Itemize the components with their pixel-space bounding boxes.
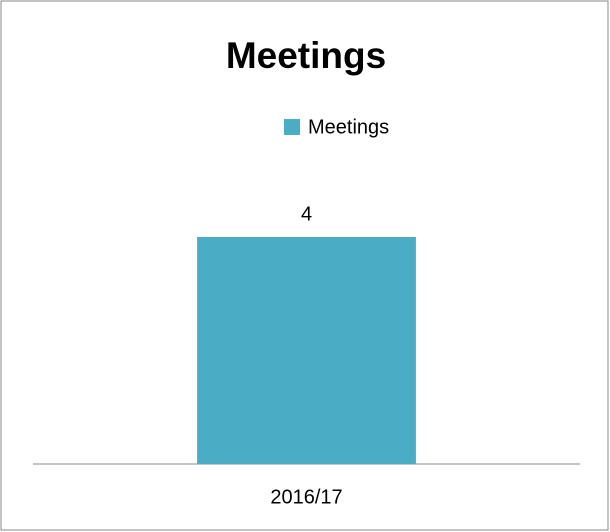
- chart-title: Meetings: [226, 35, 386, 76]
- x-tick-label: 2016/17: [270, 486, 342, 508]
- data-label: 4: [301, 203, 312, 225]
- legend-swatch: [284, 119, 300, 135]
- bar: [197, 237, 416, 464]
- legend-label: Meetings: [308, 116, 389, 138]
